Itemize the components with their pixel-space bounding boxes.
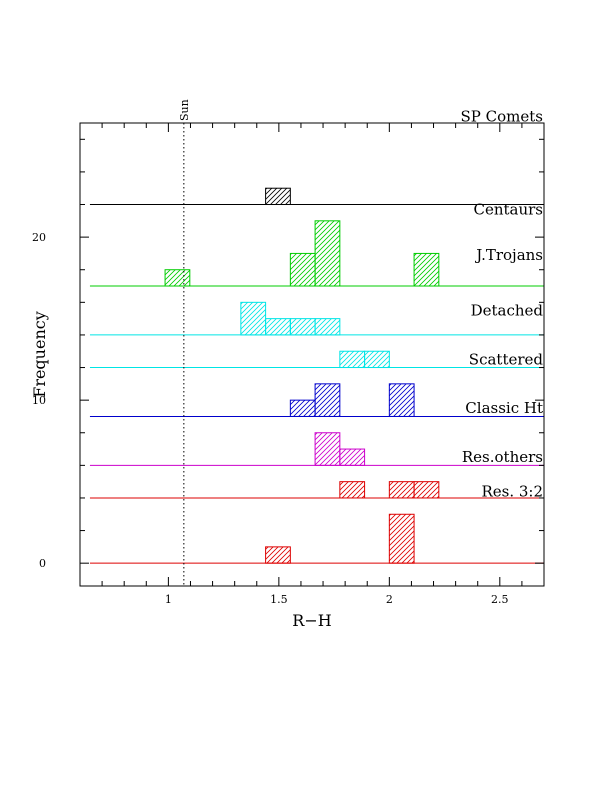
series-res-3-2 (89, 513, 544, 564)
series-classic-ht (89, 432, 544, 466)
series-label: SP Comets (461, 107, 543, 125)
histogram-bar (240, 301, 267, 336)
histogram-bar (314, 220, 341, 287)
series-label: Scattered (469, 350, 544, 368)
histogram-bar (314, 432, 341, 466)
histogram-bar (289, 252, 316, 287)
series-centaurs (89, 220, 544, 287)
x-tick-label: 1.5 (270, 593, 288, 606)
histogram-bar (339, 350, 366, 369)
series-detached (89, 350, 544, 369)
series-label: J.Trojans (474, 246, 543, 264)
histogram-bar (164, 269, 191, 287)
x-axis-label: R−H (292, 611, 331, 630)
histogram-bar (413, 481, 440, 499)
series-label: Centaurs (473, 200, 543, 218)
histogram-bar (364, 350, 390, 369)
histogram-bar (289, 318, 316, 336)
y-tick-label: 0 (39, 557, 46, 570)
histogram-bar (265, 187, 291, 206)
axis-ticks: 1 1.5 2 2.5 0 10 20 (32, 123, 545, 606)
sun-reference-label: Sun (178, 99, 191, 121)
histogram-bar (388, 383, 415, 417)
y-axis-label: Frequency (30, 311, 49, 398)
histogram-bar (388, 481, 415, 499)
histogram-bar (314, 383, 341, 417)
histogram-bar (388, 513, 415, 564)
histogram-bar (339, 481, 366, 499)
x-tick-label: 2 (386, 593, 393, 606)
x-tick-label: 2.5 (491, 593, 509, 606)
series-label: Detached (471, 301, 544, 319)
series-j-trojans (89, 301, 544, 336)
series-res-others (89, 481, 544, 499)
series-scattered (89, 383, 544, 417)
x-tick-label: 1 (165, 593, 172, 606)
histogram-bar (314, 318, 341, 336)
series-sp-comets (89, 187, 544, 206)
y-tick-label: 20 (32, 231, 46, 244)
histogram-bar (265, 318, 291, 336)
histogram-bar (265, 546, 291, 564)
histogram-bar (339, 448, 366, 466)
plot-frame (79, 122, 545, 587)
series-labels: SP Comets Centaurs J.Trojans Detached Scatte… (461, 107, 544, 500)
data-layer (89, 187, 544, 564)
series-label: Res. 3:2 (481, 482, 543, 500)
histogram-bar (289, 399, 316, 417)
series-label: Classic Ht (465, 399, 543, 417)
y-tick-label: 10 (32, 394, 46, 407)
histogram-bar (413, 252, 440, 287)
series-label: Res.others (462, 448, 543, 466)
